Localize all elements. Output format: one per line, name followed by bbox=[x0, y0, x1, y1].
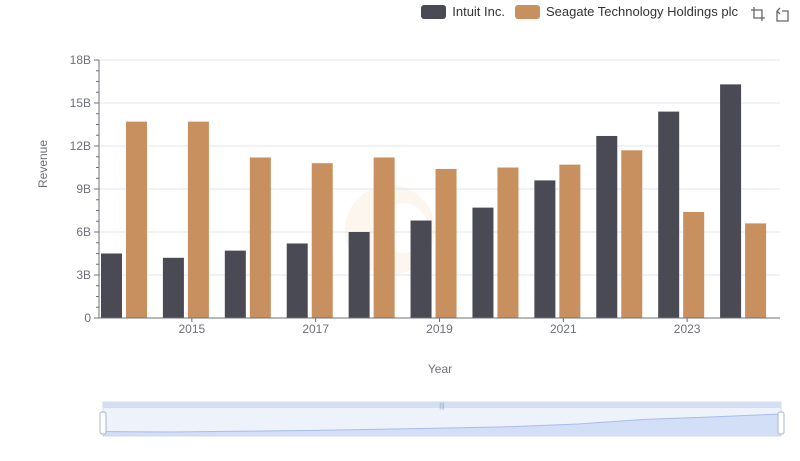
bar-intuit-2024[interactable] bbox=[720, 84, 742, 318]
y-tick-label: 18B bbox=[70, 53, 91, 67]
data-zoom-icon[interactable] bbox=[750, 6, 766, 22]
bar-intuit-2020[interactable] bbox=[472, 207, 494, 318]
legend-swatch-seagate bbox=[514, 4, 540, 19]
bar-intuit-2016[interactable] bbox=[224, 250, 246, 318]
data-zoom-end-handle[interactable] bbox=[777, 411, 785, 435]
bar-intuit-2014[interactable] bbox=[101, 253, 122, 319]
x-axis-title: Year bbox=[427, 362, 453, 376]
y-tick-label: 9B bbox=[76, 182, 91, 196]
bar-seagate-2018[interactable] bbox=[373, 157, 395, 318]
bar-intuit-2015[interactable] bbox=[162, 257, 184, 318]
bar-intuit-2017[interactable] bbox=[286, 243, 308, 318]
bar-seagate-2020[interactable] bbox=[497, 167, 519, 319]
x-tick-label: 2017 bbox=[302, 322, 329, 336]
bar-seagate-2024[interactable] bbox=[745, 223, 767, 318]
bar-intuit-2022[interactable] bbox=[596, 135, 618, 318]
bar-intuit-2018[interactable] bbox=[348, 232, 370, 318]
y-tick-label: 12B bbox=[70, 139, 91, 153]
legend-item-intuit[interactable]: Intuit Inc. bbox=[421, 4, 505, 19]
x-tick-label: 2019 bbox=[426, 322, 453, 336]
y-tick-label: 3B bbox=[76, 268, 91, 282]
data-zoom-preview-area bbox=[103, 414, 781, 436]
data-zoom-start-handle[interactable] bbox=[99, 411, 107, 435]
bar-intuit-2019[interactable] bbox=[410, 220, 432, 318]
bar-seagate-2023[interactable] bbox=[683, 211, 705, 318]
x-tick-label: 2021 bbox=[550, 322, 577, 336]
legend-swatch-intuit bbox=[421, 4, 447, 19]
legend-item-seagate[interactable]: Seagate Technology Holdings plc bbox=[514, 4, 738, 19]
bar-seagate-2017[interactable] bbox=[311, 163, 333, 318]
bar-intuit-2023[interactable] bbox=[658, 111, 680, 318]
bar-seagate-2022[interactable] bbox=[621, 150, 643, 318]
x-tick-label: 2023 bbox=[674, 322, 701, 336]
bar-seagate-2014[interactable] bbox=[126, 121, 147, 318]
data-zoom-grip-icon: ||| bbox=[439, 403, 445, 410]
x-tick-label: 2015 bbox=[179, 322, 206, 336]
legend-label-intuit: Intuit Inc. bbox=[452, 4, 505, 19]
y-tick-label: 15B bbox=[70, 96, 91, 110]
chart-toolbar bbox=[750, 6, 790, 22]
legend-label-seagate: Seagate Technology Holdings plc bbox=[545, 4, 738, 19]
y-axis-title: Revenue bbox=[36, 139, 50, 188]
bar-seagate-2019[interactable] bbox=[435, 168, 457, 318]
bar-seagate-2015[interactable] bbox=[187, 121, 209, 318]
data-zoom-move-handle[interactable] bbox=[103, 402, 781, 408]
y-tick-label: 0 bbox=[84, 311, 91, 325]
chart-legend: Intuit Inc. Seagate Technology Holdings … bbox=[421, 4, 738, 19]
bar-seagate-2021[interactable] bbox=[559, 164, 581, 318]
zoom-reset-icon[interactable] bbox=[774, 6, 790, 22]
y-tick-label: 6B bbox=[76, 225, 91, 239]
bar-intuit-2021[interactable] bbox=[534, 180, 556, 318]
data-zoom-preview-line bbox=[102, 413, 782, 433]
bar-seagate-2016[interactable] bbox=[249, 157, 271, 318]
